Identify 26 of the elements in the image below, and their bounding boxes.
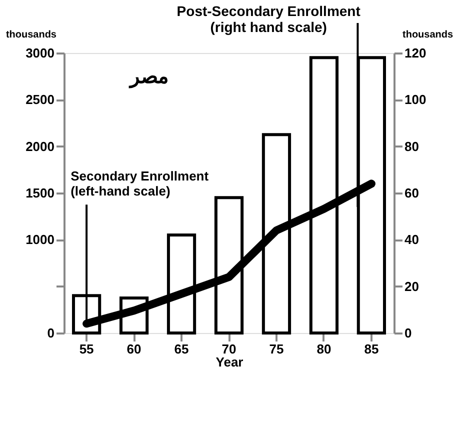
y-tick-label: 1500 [26,186,54,200]
y-tick-label: 3000 [26,46,54,60]
y-tick-label: 2500 [26,92,54,108]
x-tick-label: 80 [316,342,332,356]
x-axis-title: Year [216,354,244,370]
text: Post-Secondary Enrollment (right hand scale) [176,3,361,35]
y2-tick-label: 80 [404,138,419,154]
y-tick-label: 0 [47,326,54,340]
y2-tick-label: 20 [404,278,419,294]
y2-tick-label: 40 [404,232,419,248]
x-tick-label: 55 [79,342,94,356]
x-tick-label: 60 [126,342,142,356]
x-tick-label: 65 [174,342,189,356]
y2-tick-label: 120 [404,46,426,60]
y2-axis-title: thousands [402,30,454,40]
y2-tick-label: 60 [404,186,419,200]
y2-tick-label: 100 [404,92,426,108]
y-axis-title: thousands [6,30,57,40]
x-tick-label: 75 [269,342,284,356]
x-tick-label: 85 [364,342,379,356]
annotation: Secondary Enrollment (left-hand scale) [70,168,210,199]
annotation: مصر [128,66,169,89]
y-tick-label: 2000 [26,138,54,154]
y2-tick-label: 0 [404,326,412,340]
y-tick-label: 1000 [26,232,54,248]
x-tick-label: 70 [222,342,236,356]
